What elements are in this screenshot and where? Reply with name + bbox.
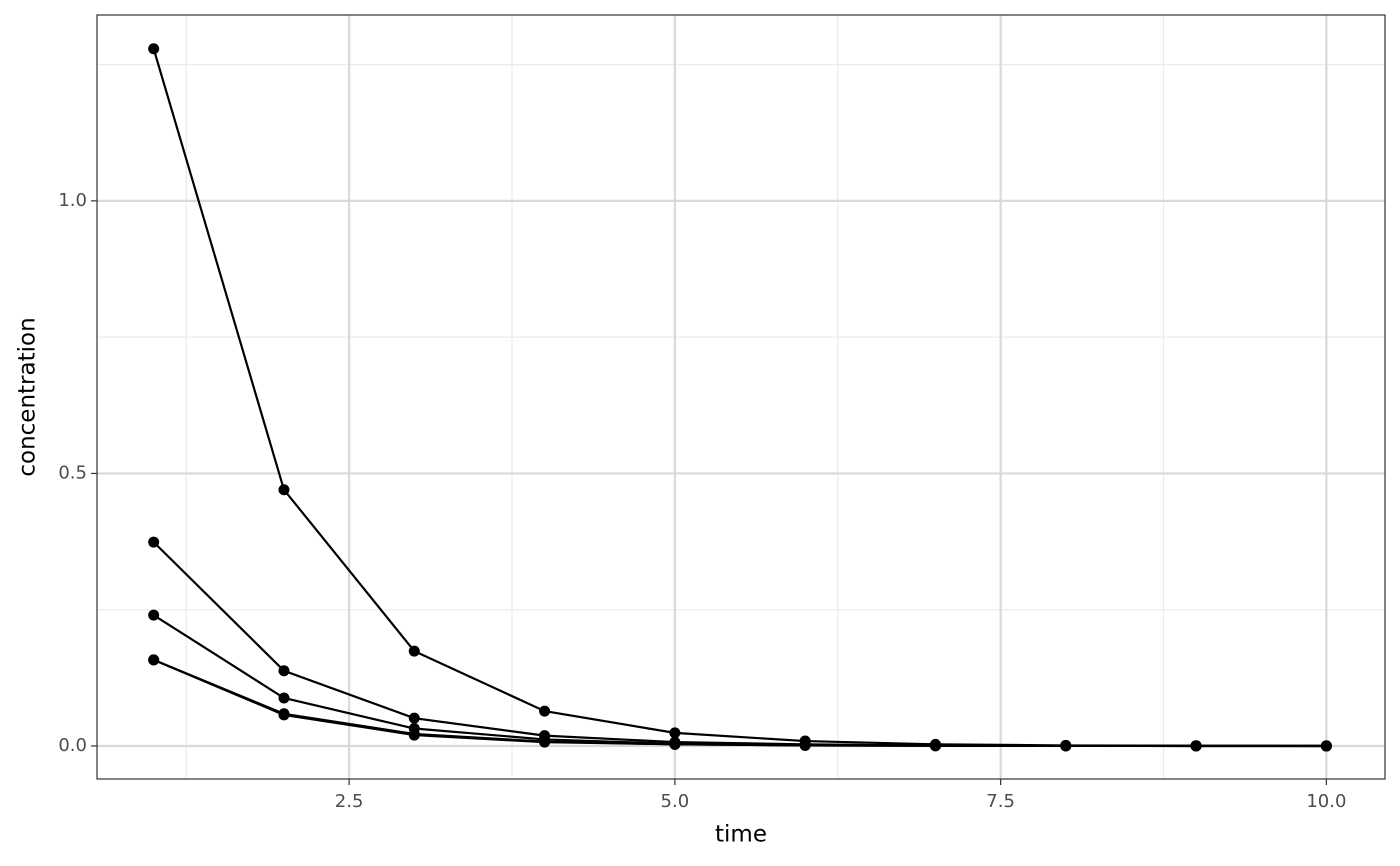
point xyxy=(539,705,551,717)
x-tick-label: 7.5 xyxy=(986,791,1015,812)
series-line xyxy=(153,658,1327,748)
x-axis-title: time xyxy=(715,822,767,848)
plot-border xyxy=(96,14,1386,780)
point xyxy=(278,692,290,704)
point xyxy=(148,609,160,621)
x-tick-label: 5.0 xyxy=(661,791,690,812)
point xyxy=(408,729,420,741)
plot-background xyxy=(97,15,1385,779)
y-axis-title: concentration xyxy=(15,317,41,476)
point xyxy=(278,709,290,721)
point xyxy=(669,727,681,739)
point xyxy=(148,43,160,55)
point xyxy=(408,712,420,724)
point xyxy=(669,738,681,750)
y-tick-label: 1.0 xyxy=(58,190,87,211)
point xyxy=(148,536,160,548)
y-tick-label: 0.5 xyxy=(58,462,87,483)
point xyxy=(929,740,941,752)
point xyxy=(408,645,420,657)
point xyxy=(278,665,290,677)
point xyxy=(1320,740,1332,752)
y-tick-label: 0.0 xyxy=(58,735,87,756)
point xyxy=(539,736,551,748)
point xyxy=(1190,740,1202,752)
x-tick-label: 2.5 xyxy=(335,791,364,812)
point xyxy=(148,654,160,666)
point xyxy=(278,484,290,496)
point xyxy=(1060,740,1072,752)
point xyxy=(799,739,811,751)
x-tick-label: 10.0 xyxy=(1306,791,1346,812)
